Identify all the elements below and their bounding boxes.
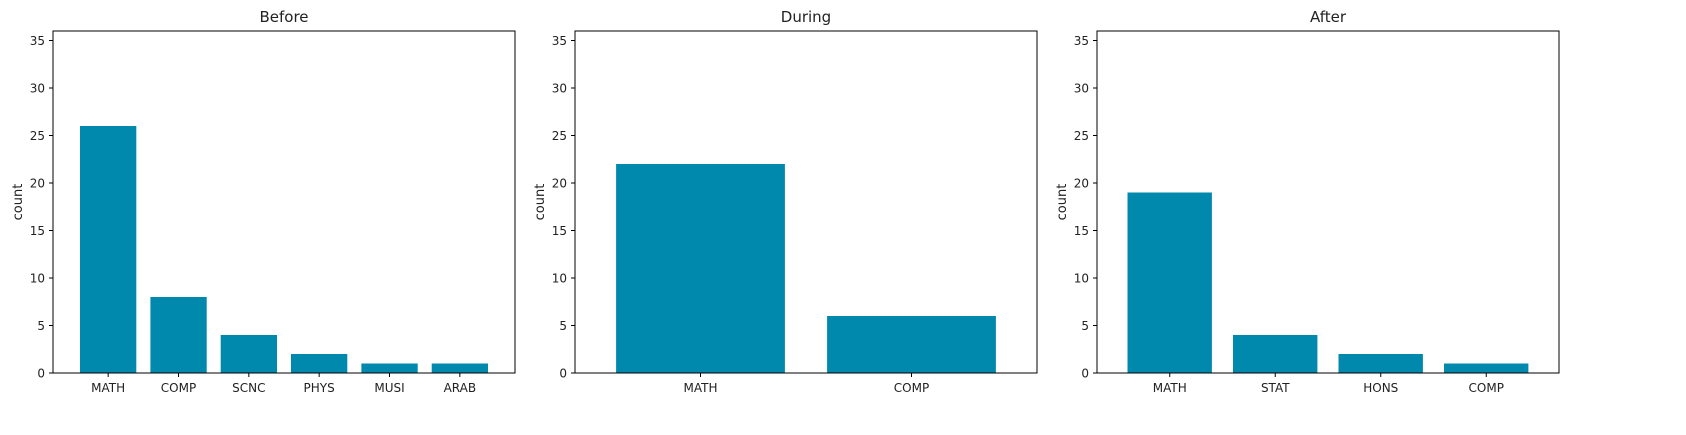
- axes-frame: [52, 30, 516, 374]
- chart-panel-after: MATH STAT HONS COMP 0 5 10 15 20 25 30 35 After count: [1055, 8, 1560, 395]
- y-tick-label: 35: [1074, 34, 1089, 48]
- y-tick-label: 20: [552, 177, 567, 191]
- y-tick-label: 25: [30, 129, 45, 143]
- x-tick-label: PHYS: [304, 381, 335, 395]
- x-tick-label: ARAB: [444, 381, 477, 395]
- y-tick-label: 15: [1074, 224, 1089, 238]
- y-tick-label: 35: [30, 34, 45, 48]
- x-tick-label: SCNC: [232, 381, 265, 395]
- y-tick-label: 30: [552, 82, 567, 96]
- y-tick-label: 20: [1074, 177, 1089, 191]
- bar-comp: [827, 316, 996, 373]
- chart-title: During: [781, 8, 831, 26]
- y-tick-label: 0: [559, 367, 567, 381]
- y-tick-label: 20: [30, 177, 45, 191]
- x-tick-label: COMP: [1469, 381, 1504, 395]
- bar-scnc: [220, 335, 277, 373]
- y-tick-label: 25: [1074, 129, 1089, 143]
- bar-math: [616, 164, 785, 373]
- x-tick-label: MUSI: [374, 381, 404, 395]
- bar-arab: [431, 363, 488, 373]
- bar-hons: [1338, 354, 1423, 373]
- y-tick-label: 35: [552, 34, 567, 48]
- bar-comp: [1444, 363, 1529, 373]
- y-tick-label: 10: [1074, 272, 1089, 286]
- axes-frame: [574, 30, 1038, 374]
- y-axis-label: count: [1055, 184, 1070, 221]
- chart-title: Before: [259, 8, 308, 26]
- chart-panel-during: MATH COMP 0 5 10 15 20 25 30 35 During count: [533, 8, 1038, 395]
- axes-frame: [1096, 30, 1560, 374]
- chart-panel-before: MATH COMP SCNC PHYS MUSI ARAB 0 5 10 15 20 25 30 35 Be…: [11, 8, 516, 395]
- x-tick-label: STAT: [1261, 381, 1290, 395]
- y-tick-label: 0: [1081, 367, 1089, 381]
- y-tick-label: 5: [37, 319, 45, 333]
- y-tick-label: 15: [552, 224, 567, 238]
- chart-title: After: [1310, 8, 1347, 26]
- y-tick-label: 25: [552, 129, 567, 143]
- y-tick-label: 30: [1074, 82, 1089, 96]
- bar-math: [80, 126, 137, 373]
- bar-stat: [1233, 335, 1318, 373]
- x-tick-label: MATH: [1153, 381, 1187, 395]
- y-axis-label: count: [533, 184, 548, 221]
- x-tick-label: COMP: [161, 381, 196, 395]
- bar-math: [1127, 192, 1212, 373]
- y-tick-label: 10: [30, 272, 45, 286]
- y-axis-label: count: [11, 184, 26, 221]
- x-tick-label: HONS: [1363, 381, 1398, 395]
- x-tick-label: COMP: [894, 381, 929, 395]
- y-tick-label: 5: [559, 319, 567, 333]
- bar-phys: [291, 354, 348, 373]
- x-tick-label: MATH: [684, 381, 718, 395]
- y-tick-label: 0: [37, 367, 45, 381]
- bar-musi: [361, 363, 418, 373]
- y-tick-label: 5: [1081, 319, 1089, 333]
- y-tick-label: 10: [552, 272, 567, 286]
- x-tick-label: MATH: [91, 381, 125, 395]
- bar-comp: [150, 297, 207, 373]
- y-tick-label: 15: [30, 224, 45, 238]
- y-tick-label: 30: [30, 82, 45, 96]
